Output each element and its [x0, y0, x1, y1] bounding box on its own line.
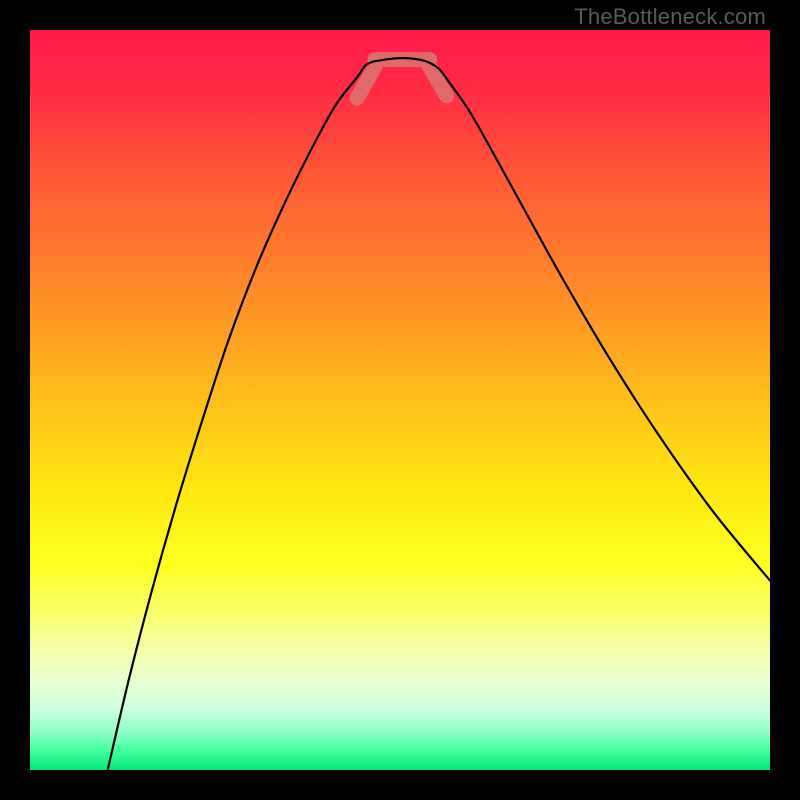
- plot-area: [30, 30, 770, 770]
- chart-frame: TheBottleneck.com: [0, 0, 800, 800]
- chart-overlay: [30, 30, 770, 770]
- bottleneck-curve: [108, 58, 770, 770]
- watermark-text: TheBottleneck.com: [574, 4, 766, 30]
